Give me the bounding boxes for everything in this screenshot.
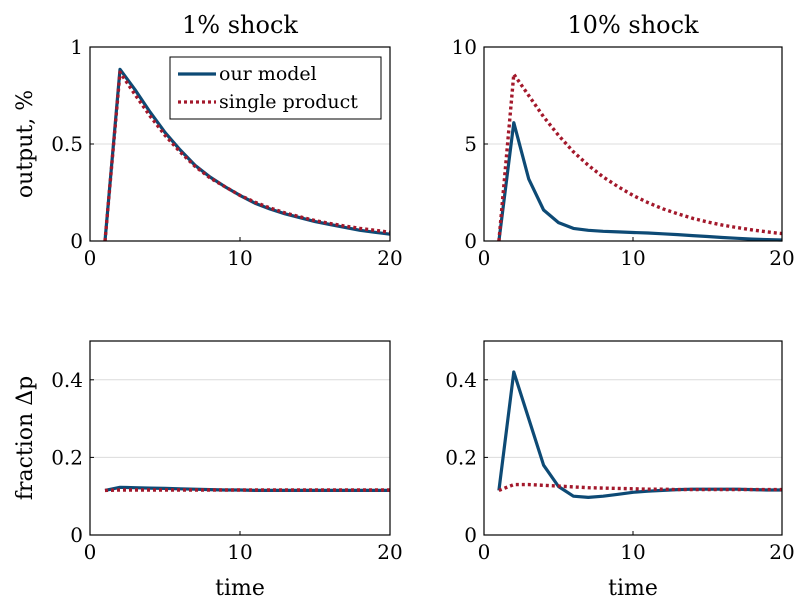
y-axis-label: fraction Δp bbox=[13, 376, 38, 500]
y-axis-label: output, % bbox=[13, 90, 38, 198]
axes-frame bbox=[89, 340, 391, 536]
series-2 bbox=[497, 72, 783, 242]
x-tick-label: 10 bbox=[620, 246, 645, 270]
axes-frame bbox=[483, 340, 783, 536]
x-tick-label: 20 bbox=[769, 246, 794, 270]
y-tick-label: 0.4 bbox=[51, 368, 83, 392]
x-tick-label: 10 bbox=[227, 246, 252, 270]
y-tick-label: 0 bbox=[70, 229, 83, 253]
subplot-3: 0 0.2 0.4 0 10 20 time fraction Δp bbox=[13, 340, 403, 601]
x-axis-label: time bbox=[608, 576, 658, 601]
y-tick-label: 1 bbox=[70, 35, 83, 59]
legend-box bbox=[169, 56, 382, 120]
axes-frame bbox=[483, 46, 783, 242]
y-tick-label: 0 bbox=[70, 523, 83, 547]
y-tick-label: 0 bbox=[464, 229, 477, 253]
y-tick-label: 0.2 bbox=[51, 445, 83, 469]
x-tick-label: 10 bbox=[227, 540, 252, 564]
x-tick-label: 20 bbox=[377, 540, 402, 564]
x-tick-label: 0 bbox=[478, 246, 491, 270]
subplot-title: 10% shock bbox=[567, 11, 699, 39]
subplot-4: 0 0.2 0.4 0 10 20 time bbox=[445, 340, 795, 601]
subplot-title: 1% shock bbox=[182, 11, 298, 39]
x-tick-label: 20 bbox=[769, 540, 794, 564]
legend: our model single product bbox=[169, 56, 382, 120]
y-tick-label: 0.4 bbox=[445, 368, 477, 392]
x-tick-label: 0 bbox=[478, 540, 491, 564]
x-axis-label: time bbox=[215, 576, 265, 601]
series-1 bbox=[104, 485, 390, 492]
subplot-2: 0 5 10 0 10 20 10% shock bbox=[452, 11, 795, 270]
y-tick-label: 0.5 bbox=[51, 132, 83, 156]
series-1 bbox=[497, 121, 783, 242]
series-1 bbox=[497, 370, 782, 499]
y-tick-label: 0 bbox=[464, 523, 477, 547]
x-tick-label: 0 bbox=[84, 246, 97, 270]
x-tick-label: 10 bbox=[620, 540, 645, 564]
legend-entry: our model bbox=[219, 63, 317, 85]
series-single-product bbox=[103, 70, 391, 242]
axes-frame bbox=[89, 46, 391, 242]
legend-entry: single product bbox=[219, 91, 358, 113]
x-tick-label: 0 bbox=[84, 540, 97, 564]
y-tick-label: 0.2 bbox=[445, 445, 477, 469]
plot-area bbox=[484, 341, 782, 535]
y-tick-label: 5 bbox=[464, 132, 477, 156]
x-tick-label: 20 bbox=[377, 246, 402, 270]
plot-area bbox=[90, 341, 390, 535]
y-tick-label: 10 bbox=[452, 35, 477, 59]
series-2 bbox=[498, 482, 782, 492]
